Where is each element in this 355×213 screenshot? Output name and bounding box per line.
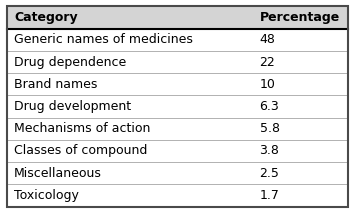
Text: 3.8: 3.8 xyxy=(260,144,279,157)
Text: 1.7: 1.7 xyxy=(260,189,279,202)
Text: 2.5: 2.5 xyxy=(260,167,279,180)
Bar xyxy=(7,73,348,95)
Bar xyxy=(7,95,348,118)
Text: Generic names of medicines: Generic names of medicines xyxy=(14,33,193,46)
Bar xyxy=(7,184,348,207)
Text: Miscellaneous: Miscellaneous xyxy=(14,167,102,180)
Bar xyxy=(7,51,348,73)
Text: Drug dependence: Drug dependence xyxy=(14,56,126,69)
Text: 6.3: 6.3 xyxy=(260,100,279,113)
Text: 48: 48 xyxy=(260,33,275,46)
Text: Toxicology: Toxicology xyxy=(14,189,79,202)
Text: Drug development: Drug development xyxy=(14,100,131,113)
Bar xyxy=(7,140,348,162)
Text: Mechanisms of action: Mechanisms of action xyxy=(14,122,151,135)
Text: Category: Category xyxy=(14,11,78,24)
Text: Classes of compound: Classes of compound xyxy=(14,144,148,157)
Bar xyxy=(7,6,348,29)
Text: Percentage: Percentage xyxy=(260,11,340,24)
Text: 10: 10 xyxy=(260,78,275,91)
Bar xyxy=(7,29,348,51)
Bar xyxy=(7,162,348,184)
Text: 5.8: 5.8 xyxy=(260,122,280,135)
Text: Brand names: Brand names xyxy=(14,78,98,91)
Text: 22: 22 xyxy=(260,56,275,69)
Bar xyxy=(7,118,348,140)
